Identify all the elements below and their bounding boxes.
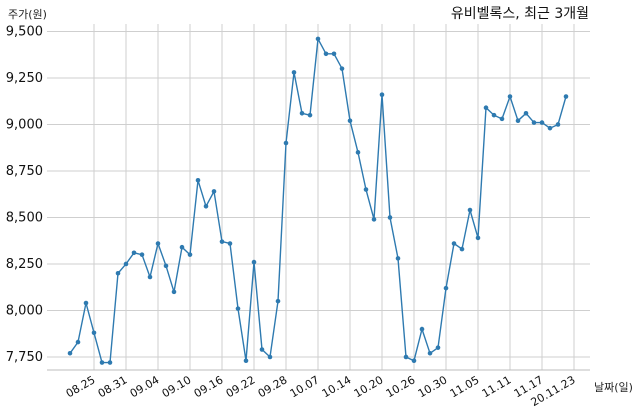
data-point <box>523 110 529 116</box>
x-tick-label: 10.26 <box>384 373 418 400</box>
y-tick-label: 8,750 <box>6 164 43 179</box>
y-tick-label: 9,250 <box>6 71 43 86</box>
data-point <box>499 116 505 122</box>
data-point <box>547 125 553 131</box>
x-tick-label: 08.25 <box>64 373 98 400</box>
data-point <box>371 217 377 222</box>
price-series <box>67 36 569 365</box>
data-point <box>411 358 417 363</box>
data-point <box>99 360 105 365</box>
data-point <box>171 289 177 295</box>
x-tick-label: 10.20 <box>352 373 386 400</box>
y-tick-label: 8,000 <box>6 303 43 318</box>
data-point <box>531 120 537 125</box>
data-point <box>75 339 81 345</box>
data-point <box>403 354 409 360</box>
y-tick-label: 8,500 <box>6 210 43 225</box>
x-tick-label: 11.05 <box>448 373 482 400</box>
data-point <box>339 66 345 71</box>
x-tick-label: 08.31 <box>96 373 130 400</box>
x-tick-label: 10.07 <box>288 373 322 400</box>
data-point <box>307 112 313 118</box>
y-tick-labels: 7,750 8,000 8,250 8,500 8,750 9,000 9,250 9,500 <box>6 24 43 365</box>
x-tick-label: 09.04 <box>128 373 162 400</box>
data-point <box>187 252 193 257</box>
data-point <box>131 250 137 256</box>
data-point <box>203 204 209 209</box>
data-point <box>379 92 385 97</box>
data-point <box>235 306 241 311</box>
data-point <box>459 246 465 252</box>
data-point <box>483 105 489 111</box>
data-point <box>395 256 401 261</box>
data-point <box>139 252 145 257</box>
data-point <box>211 189 217 194</box>
data-point <box>83 300 89 306</box>
data-point <box>419 326 425 332</box>
data-point <box>291 70 297 75</box>
data-point <box>451 241 457 246</box>
x-tick-labels: 08.2508.3109.0409.1009.1609.2209.2810.07… <box>64 373 578 409</box>
data-point <box>555 122 561 127</box>
data-point <box>299 110 305 116</box>
chart-title: 유비벨록스, 최근 3개월 <box>451 6 589 22</box>
data-point <box>315 36 321 42</box>
data-point <box>435 345 441 350</box>
data-point <box>107 360 113 365</box>
x-tick-label: 09.22 <box>224 373 258 400</box>
data-point <box>219 239 225 244</box>
data-point <box>323 51 329 57</box>
data-point <box>283 140 289 146</box>
data-point <box>123 261 129 267</box>
data-point <box>227 241 233 246</box>
data-point <box>267 354 273 360</box>
data-point <box>363 187 369 192</box>
x-tick-label: 09.16 <box>192 373 226 400</box>
data-point <box>195 177 201 183</box>
data-point <box>563 94 569 99</box>
y-tick-label: 9,500 <box>6 24 43 39</box>
data-point <box>155 241 161 246</box>
data-point <box>387 215 393 220</box>
grid-lines <box>47 24 590 370</box>
x-axis-label: 날짜(일) <box>594 380 633 394</box>
x-tick-label: 11.11 <box>480 373 514 400</box>
data-point <box>179 244 185 250</box>
data-point <box>427 350 433 356</box>
data-point <box>331 51 337 57</box>
data-point <box>67 350 73 356</box>
y-tick-label: 8,250 <box>6 257 43 272</box>
y-axis-label: 주가(원) <box>8 8 47 21</box>
data-point <box>539 120 545 125</box>
x-tick-label: 09.28 <box>256 373 290 400</box>
y-tick-label: 7,750 <box>6 350 43 365</box>
data-point <box>491 112 497 118</box>
y-tick-label: 9,000 <box>6 117 43 132</box>
data-point <box>355 150 361 155</box>
data-point <box>259 347 265 352</box>
data-point <box>443 285 449 291</box>
data-point <box>163 263 169 269</box>
data-point <box>467 207 473 213</box>
data-point <box>243 358 249 363</box>
data-point <box>507 94 513 99</box>
data-point <box>115 270 121 276</box>
data-point <box>347 118 353 124</box>
data-point <box>147 274 153 280</box>
x-tick-label: 10.14 <box>320 373 354 400</box>
data-point <box>275 298 281 304</box>
x-tick-label: 09.10 <box>160 373 194 400</box>
data-point <box>251 259 257 265</box>
data-point <box>91 330 97 336</box>
data-point <box>475 235 481 241</box>
data-point <box>515 118 521 124</box>
x-tick-label: 10.30 <box>416 373 450 400</box>
